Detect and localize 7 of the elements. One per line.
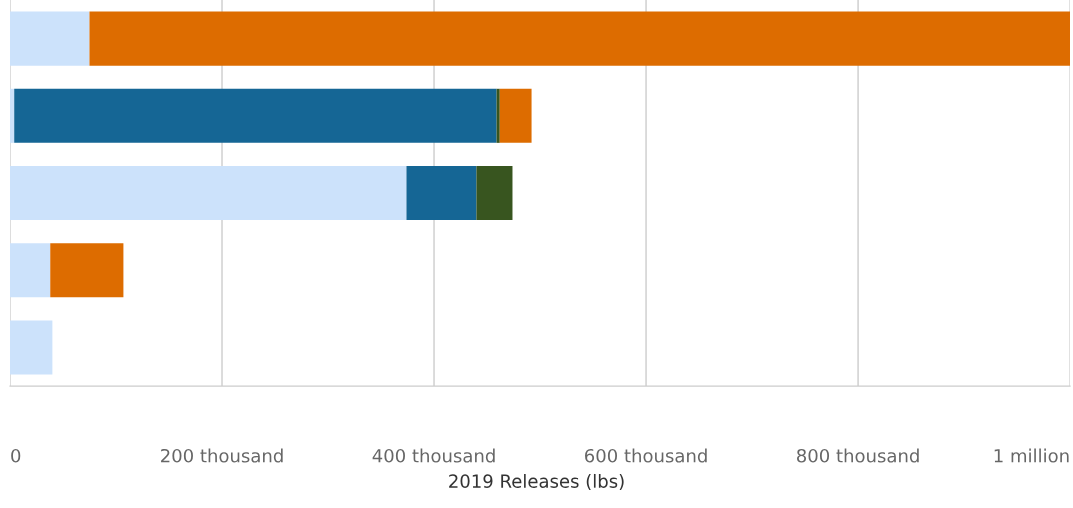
x-tick-label: 600 thousand [585,448,707,463]
x-axis-title: 2019 Releases (lbs) [449,473,624,491]
x-tick-label: 800 thousand [797,448,919,463]
x-tick-label: 1 million [994,448,1069,463]
x-tick-label: 400 thousand [372,448,495,463]
x-tick-label: 0 [11,448,21,463]
x-tick-label: 200 thousand [161,448,283,463]
